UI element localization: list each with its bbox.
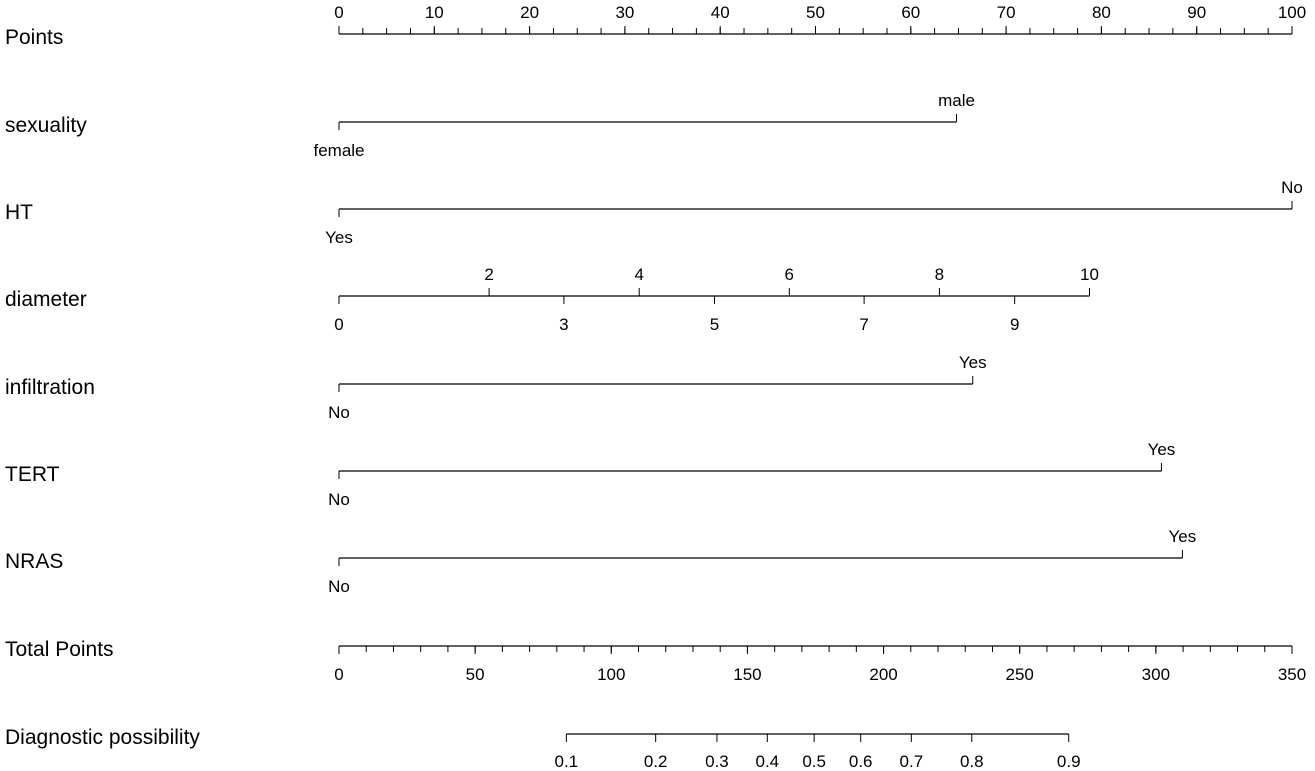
tick-label-points: 90 (1187, 3, 1206, 22)
tick-label-total-points: 350 (1278, 665, 1306, 684)
category-label-diameter: 7 (859, 315, 868, 334)
category-label-diameter: 2 (484, 265, 493, 284)
row-label-nras: NRAS (5, 550, 63, 573)
row-label-infiltration: infiltration (5, 376, 95, 399)
tick-label-diagnostic-possibility: 0.7 (900, 752, 924, 771)
category-label-diameter: 6 (785, 265, 794, 284)
tick-label-diagnostic-possibility: 0.8 (960, 752, 984, 771)
tick-label-points: 20 (520, 3, 539, 22)
row-label-ht: HT (5, 201, 33, 224)
category-label-diameter: 0 (334, 315, 343, 334)
category-label-sexuality: male (938, 91, 975, 110)
tick-label-diagnostic-possibility: 0.3 (705, 752, 729, 771)
category-label-diameter: 10 (1080, 265, 1099, 284)
tick-label-diagnostic-possibility: 0.9 (1057, 752, 1081, 771)
category-label-diameter: 5 (710, 315, 719, 334)
tick-label-diagnostic-possibility: 0.2 (644, 752, 668, 771)
tick-label-total-points: 300 (1142, 665, 1170, 684)
tick-label-diagnostic-possibility: 0.5 (802, 752, 826, 771)
tick-label-points: 40 (711, 3, 730, 22)
tick-label-diagnostic-possibility: 0.6 (849, 752, 873, 771)
category-label-infiltration: No (328, 403, 350, 422)
category-label-diameter: 8 (935, 265, 944, 284)
row-label-diameter: diameter (5, 288, 87, 311)
tick-label-points: 30 (615, 3, 634, 22)
category-label-sexuality: female (313, 141, 364, 160)
tick-label-points: 0 (334, 3, 343, 22)
tick-label-points: 100 (1278, 3, 1306, 22)
tick-label-total-points: 200 (869, 665, 897, 684)
category-label-tert: Yes (1148, 440, 1176, 459)
tick-label-diagnostic-possibility: 0.1 (555, 752, 579, 771)
row-label-diagnostic-possibility: Diagnostic possibility (5, 726, 200, 749)
tick-label-diagnostic-possibility: 0.4 (755, 752, 779, 771)
category-label-nras: Yes (1169, 527, 1197, 546)
tick-label-points: 50 (806, 3, 825, 22)
tick-label-total-points: 100 (597, 665, 625, 684)
category-label-infiltration: Yes (959, 353, 987, 372)
row-label-tert: TERT (5, 463, 60, 486)
category-label-diameter: 4 (634, 265, 643, 284)
row-label-sexuality: sexuality (5, 114, 87, 137)
tick-label-total-points: 50 (466, 665, 485, 684)
category-label-ht: No (1281, 178, 1303, 197)
tick-label-total-points: 0 (334, 665, 343, 684)
tick-label-points: 80 (1092, 3, 1111, 22)
category-label-diameter: 9 (1010, 315, 1019, 334)
tick-label-total-points: 250 (1006, 665, 1034, 684)
tick-label-points: 70 (997, 3, 1016, 22)
category-label-ht: Yes (325, 228, 353, 247)
category-label-tert: No (328, 490, 350, 509)
tick-label-total-points: 150 (733, 665, 761, 684)
row-label-total-points: Total Points (5, 638, 114, 661)
row-label-points: Points (5, 26, 63, 49)
category-label-nras: No (328, 577, 350, 596)
category-label-diameter: 3 (559, 315, 568, 334)
tick-label-points: 60 (901, 3, 920, 22)
tick-label-points: 10 (425, 3, 444, 22)
